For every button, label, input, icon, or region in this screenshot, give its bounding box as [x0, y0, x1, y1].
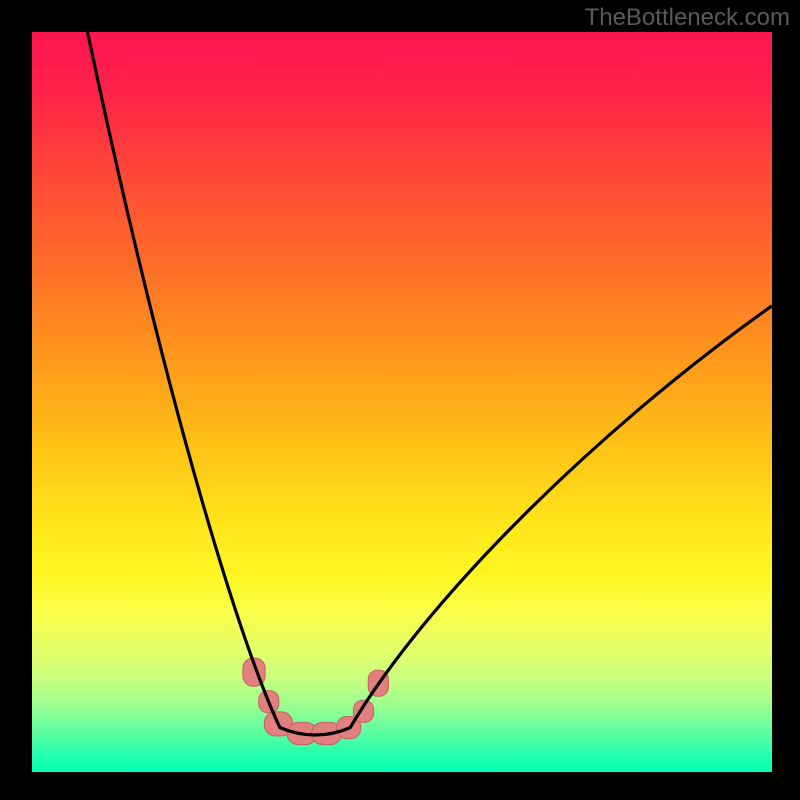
watermark-text: TheBottleneck.com [585, 4, 790, 32]
gradient-background [32, 32, 772, 772]
